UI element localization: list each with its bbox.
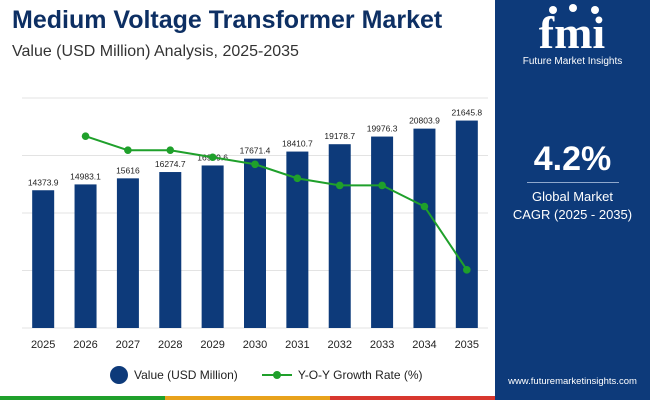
growth-point-2026[interactable] <box>81 132 90 140</box>
growth-point-2031[interactable] <box>293 174 302 183</box>
growth-point-2033[interactable] <box>378 181 386 190</box>
cagr-label-line1: Global Market <box>532 189 613 204</box>
growth-point-2028[interactable] <box>166 146 175 155</box>
growth-point-2032[interactable] <box>335 181 344 190</box>
x-tick-2035: 2035 <box>455 339 479 351</box>
logo-dot-icon <box>569 4 577 12</box>
bar-label-2030: 17671.4 <box>240 146 271 156</box>
chart-title: Medium Voltage Transformer Market <box>12 6 443 34</box>
bar-label-2033: 19976.3 <box>367 124 398 134</box>
x-tick-2025: 2025 <box>31 339 55 351</box>
bar-series <box>32 120 478 328</box>
bar-2026[interactable] <box>74 184 97 328</box>
cagr-label-line2: CAGR (2025 - 2035) <box>512 207 633 222</box>
legend: Value (USD Million) Y-O-Y Growth Rate (%… <box>110 366 447 384</box>
logo-dot-icon <box>591 6 599 14</box>
cagr-value: 4.2% <box>533 140 612 178</box>
x-tick-2026: 2026 <box>73 339 97 351</box>
bar-label-2031: 18410.7 <box>282 139 313 149</box>
bar-label-2028: 16274.7 <box>155 159 186 169</box>
bar-2031[interactable] <box>286 151 309 328</box>
bar-2025[interactable] <box>32 190 55 328</box>
x-tick-2027: 2027 <box>116 339 140 351</box>
side-panel: fmi Future Market Insights 4.2% Global M… <box>495 0 650 400</box>
x-tick-2033: 2033 <box>370 339 394 351</box>
bar-2028[interactable] <box>159 172 182 328</box>
x-tick-2028: 2028 <box>158 339 182 351</box>
x-tick-2029: 2029 <box>200 339 224 351</box>
bar-2032[interactable] <box>328 144 351 328</box>
chart-subtitle: Value (USD Million) Analysis, 2025-2035 <box>12 43 299 60</box>
bar-2035[interactable] <box>455 120 478 328</box>
bar-label-2035: 21645.8 <box>451 108 482 118</box>
legend-line-label: Y-O-Y Growth Rate (%) <box>297 368 423 382</box>
growth-line-series <box>81 132 471 274</box>
bar-label-2027: 15616 <box>116 165 140 175</box>
divider <box>527 182 619 183</box>
bar-label-2026: 14983.1 <box>70 171 101 181</box>
growth-point-2035[interactable] <box>463 266 471 274</box>
legend-item-growth[interactable]: Y-O-Y Growth Rate (%) <box>261 368 423 382</box>
bar-label-2025: 14373.9 <box>28 177 59 187</box>
cagr-label: Global Market CAGR (2025 - 2035) <box>495 188 650 224</box>
legend-bar-swatch <box>110 366 128 384</box>
logo-dot-icon <box>549 6 557 14</box>
legend-bar-label: Value (USD Million) <box>134 368 238 382</box>
x-tick-2034: 2034 <box>412 339 436 351</box>
bar-2033[interactable] <box>371 136 394 328</box>
x-tick-2032: 2032 <box>327 339 351 351</box>
x-tick-2030: 2030 <box>243 339 267 351</box>
fmi-logo: fmi <box>539 4 606 58</box>
bar-2030[interactable] <box>244 158 266 328</box>
fmi-logo-caption: Future Market Insights <box>522 56 623 67</box>
bar-2027[interactable] <box>116 178 139 328</box>
bar-2029[interactable] <box>201 165 224 328</box>
bottom-color-strip <box>0 396 495 400</box>
growth-line <box>85 135 468 271</box>
x-axis-ticks: 2025 2026 2027 2028 2029 2030 2031 2032 2033 2034… <box>31 339 479 351</box>
legend-line-swatch <box>261 369 292 381</box>
bar-label-2034: 20803.9 <box>409 116 440 126</box>
growth-point-2029[interactable] <box>208 153 217 162</box>
chart-area: 14373.914983.11561616274.716959.617671.4… <box>22 97 488 351</box>
x-tick-2031: 2031 <box>285 339 309 351</box>
growth-point-2034[interactable] <box>420 202 429 211</box>
website-link[interactable]: www.futuremarketinsights.com <box>508 376 637 387</box>
growth-point-2030[interactable] <box>251 160 259 169</box>
fmi-logo-initials: fmi <box>539 7 606 58</box>
bar-label-2032: 19178.7 <box>324 131 355 141</box>
legend-item-value[interactable]: Value (USD Million) <box>110 366 238 384</box>
bar-2034[interactable] <box>413 128 436 328</box>
growth-point-2027[interactable] <box>124 146 132 155</box>
